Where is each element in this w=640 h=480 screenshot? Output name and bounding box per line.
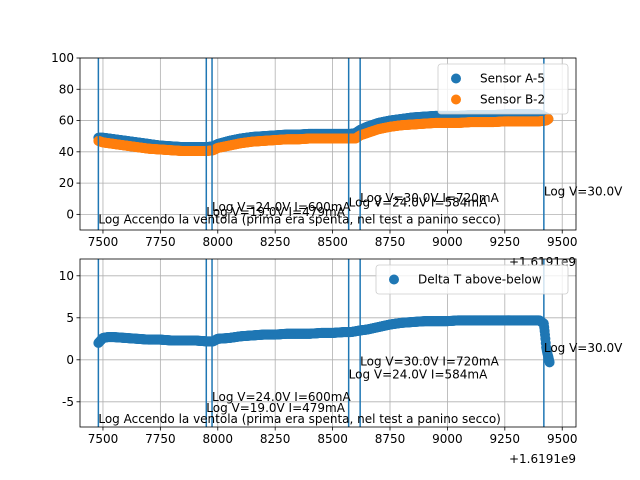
data-point: [543, 113, 554, 124]
annotation-label: Log V=30.0V I=720mA: [360, 355, 499, 369]
x-tick-label: 9500: [547, 432, 578, 446]
legend-marker: [451, 94, 461, 105]
x-tick-label: 8250: [260, 432, 291, 446]
x-tick-label: 8500: [317, 432, 348, 446]
data-point: [544, 357, 555, 368]
legend-label: Sensor B-2: [480, 93, 545, 107]
y-tick-label: 20: [59, 176, 74, 190]
annotation-label: Log V=24.0V I=584mA: [349, 367, 488, 381]
annotation-label: Log V=30.0V I=720mA: [360, 191, 499, 205]
x-tick-label: 8750: [375, 235, 406, 249]
x-tick-label: 7500: [88, 432, 119, 446]
y-tick-label: -5: [62, 395, 74, 409]
legend-box: [375, 264, 569, 295]
y-tick-label: 0: [66, 207, 74, 221]
x-tick-label: 9250: [490, 432, 521, 446]
legend-label: Delta T above-below: [418, 273, 542, 287]
x-tick-label: 8000: [203, 235, 234, 249]
y-tick-label: 40: [59, 145, 74, 159]
annotation-label: Log V=19.0V I=479mA: [206, 401, 345, 415]
annotation-label: Log V=30.0V: [544, 185, 623, 199]
x-tick-label: 8250: [260, 235, 291, 249]
top-chart: 7500 7750 8000 8250 8500 8750 9000 9250 9500 0 20 4…: [51, 51, 623, 269]
x-tick-label: 9000: [432, 432, 463, 446]
x-tick-label: 8500: [317, 235, 348, 249]
bottom-chart: 7500 7750 8000 8250 8500 8750 9000 9250 9500 -5 0 5…: [59, 258, 623, 466]
series-delta-t-above-below: [93, 315, 555, 368]
annotation-label: Log V=19.0V I=479mA: [206, 205, 345, 219]
annotation-label: Log V=30.0V: [544, 341, 623, 355]
x-tick-label: 8000: [203, 432, 234, 446]
legend-label: Sensor A-5: [480, 72, 545, 86]
axes-frame: [79, 57, 577, 231]
x-tick-label: 7500: [88, 235, 119, 249]
x-tick-label: 9250: [490, 235, 521, 249]
legend-box: [437, 63, 569, 115]
legend-marker: [451, 73, 461, 84]
x-tick-label: 9000: [432, 235, 463, 249]
y-tick-label: 0: [66, 353, 74, 367]
annotation-label: Log Accendo la ventola (prima era spenta…: [98, 412, 501, 426]
y-tick-label: 60: [59, 114, 74, 128]
x-offset-label: +1.6191e9: [509, 452, 576, 466]
x-tick-label: 7750: [145, 235, 176, 249]
x-tick-label: 7750: [145, 432, 176, 446]
annotation-label: Log V=24.0V I=600mA: [212, 200, 351, 214]
annotation-label: Log Accendo la ventola (prima era spenta…: [98, 213, 501, 227]
axes-frame: [79, 258, 577, 428]
y-tick-label: 10: [59, 269, 74, 283]
y-tick-label: 100: [51, 51, 74, 65]
plot-area: [93, 58, 554, 230]
legend-marker: [389, 274, 399, 285]
x-tick-label: 9500: [547, 235, 578, 249]
plot-area: [93, 259, 555, 427]
x-tick-label: 8750: [375, 432, 406, 446]
annotation-label: Log V=24.0V I=600mA: [212, 390, 351, 404]
y-tick-label: 5: [66, 311, 74, 325]
series-sensor-b-2: [93, 113, 554, 157]
annotation-label: Log V=24.0V I=584mA: [349, 196, 488, 210]
y-tick-label: 80: [59, 82, 74, 96]
